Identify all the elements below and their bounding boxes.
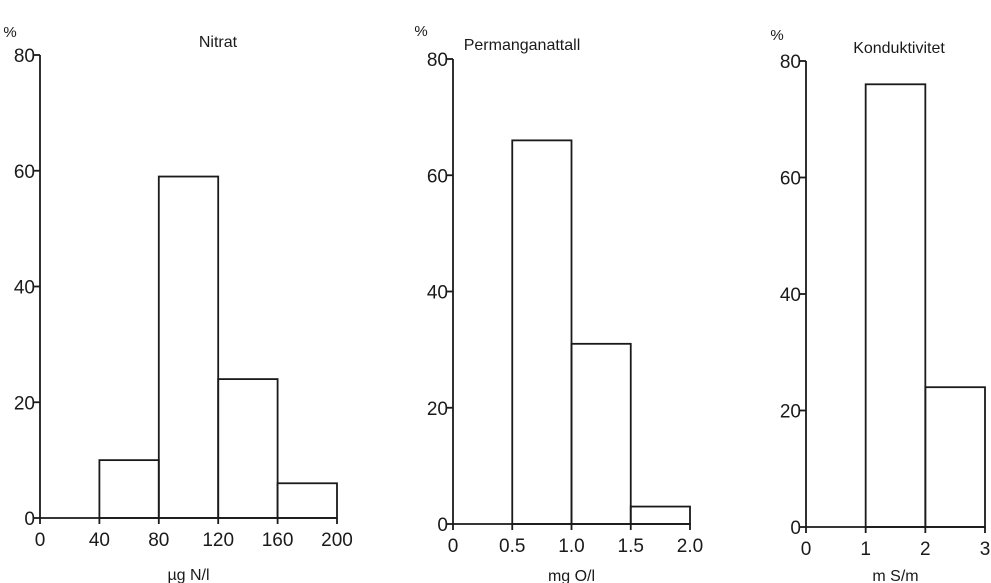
- x-tick-label: 0: [35, 530, 46, 551]
- x-tick-label: 160: [262, 530, 294, 551]
- y-tick-label: 0: [437, 515, 448, 536]
- y-tick-label: 80: [780, 52, 801, 73]
- x-tick-label: 120: [202, 530, 234, 551]
- x-axis-label: mg O/l: [548, 568, 595, 583]
- x-tick-label: 0.5: [499, 536, 525, 557]
- y-tick-label: 0: [24, 509, 35, 530]
- y-tick-label: 60: [780, 169, 801, 190]
- chart-title: Nitrat: [199, 34, 238, 51]
- histogram-bar: [511, 139, 573, 525]
- x-tick-label: 2.0: [677, 536, 703, 557]
- y-tick-label: 80: [427, 50, 448, 71]
- histogram-bar: [924, 386, 986, 528]
- x-tick-label: 1.5: [618, 536, 644, 557]
- y-tick-label: 60: [14, 162, 35, 183]
- y-tick-label: 40: [780, 285, 801, 306]
- x-tick-label: 0: [801, 539, 812, 560]
- y-unit-label: %: [3, 24, 16, 41]
- histogram-bar: [570, 342, 632, 525]
- y-tick-label: 40: [14, 278, 35, 299]
- x-tick-label: 3: [980, 539, 991, 560]
- x-tick-label: 80: [148, 530, 169, 551]
- histogram-bar: [98, 459, 160, 519]
- histogram-bar: [629, 505, 691, 525]
- y-tick-label: 80: [14, 46, 35, 67]
- permanganattall-panel: 0 20 40 60 80 0 0.5 1.0 1.5 2.0 Permanganattall% mg…: [414, 23, 703, 583]
- chart-title: Permanganattall: [464, 37, 581, 54]
- y-tick-label: 20: [780, 402, 801, 423]
- x-tick-label: 200: [321, 530, 353, 551]
- x-tick-label: 1.0: [558, 536, 584, 557]
- konduktivitet-panel: 0 20 40 60 80 0 1 2 3 Konduktivitet% m S/m: [770, 27, 990, 583]
- y-unit-label: %: [770, 27, 783, 44]
- histogram-bar: [276, 482, 338, 519]
- y-tick-label: 40: [427, 283, 448, 304]
- y-tick-label: 60: [427, 166, 448, 187]
- chart-title: Konduktivitet: [853, 40, 945, 57]
- x-tick-label: 0: [448, 536, 459, 557]
- histogram-bar: [157, 175, 220, 519]
- x-tick-label: 2: [920, 539, 931, 560]
- histogram-bar: [864, 83, 927, 528]
- x-axis-label: m S/m: [872, 568, 918, 583]
- histogram-bar: [217, 378, 279, 519]
- y-tick-label: 0: [790, 518, 801, 539]
- nitrat-panel: 0 20 40 60 80 0 40 80 120 160 200 Nitrat% µg N/l: [3, 24, 353, 583]
- x-tick-label: 1: [860, 539, 871, 560]
- y-tick-label: 20: [14, 393, 35, 414]
- y-unit-label: %: [414, 23, 427, 40]
- y-tick-label: 20: [427, 399, 448, 420]
- x-tick-label: 40: [89, 530, 110, 551]
- x-axis-label: µg N/l: [167, 567, 209, 583]
